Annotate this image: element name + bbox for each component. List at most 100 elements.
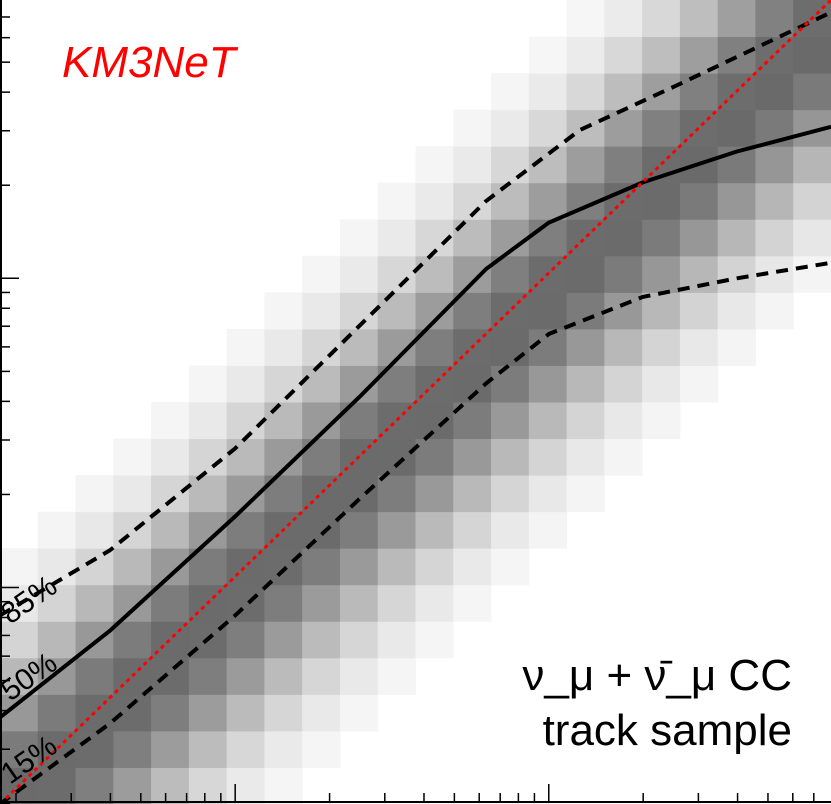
heatmap-cell xyxy=(75,767,114,804)
heatmap-cell xyxy=(339,255,379,293)
heatmap-cell xyxy=(377,292,416,330)
heatmap-cell xyxy=(717,328,756,366)
series-line-50-percent xyxy=(0,124,831,719)
heatmap-cell xyxy=(264,548,303,586)
heatmap-cell xyxy=(226,694,265,732)
heatmap-cell xyxy=(604,109,643,147)
heatmap-cell xyxy=(491,511,530,549)
heatmap-cell xyxy=(566,255,605,293)
heatmap-cell xyxy=(151,730,190,768)
heatmap-cell xyxy=(264,657,303,695)
heatmap-cell xyxy=(226,365,265,403)
heatmap-cell xyxy=(755,219,794,257)
heatmap-cell xyxy=(679,219,719,257)
heatmap-cell xyxy=(264,621,303,659)
heatmap-cell xyxy=(566,402,605,440)
heatmap-cell xyxy=(188,402,228,440)
heatmap-cell xyxy=(377,182,416,220)
heatmap-cell xyxy=(717,255,756,293)
heatmap-cell xyxy=(75,548,114,586)
heatmap-cell xyxy=(377,475,416,513)
heatmap-cell xyxy=(642,219,681,257)
heatmap-cell xyxy=(528,292,568,330)
heatmap-cell xyxy=(717,0,756,38)
heatmap-cell xyxy=(453,146,492,184)
heatmap-cell xyxy=(264,365,303,403)
heatmap-cell xyxy=(151,657,190,695)
heatmap-cell xyxy=(0,621,39,659)
heatmap-cell xyxy=(755,73,794,111)
heatmap-cell xyxy=(528,73,568,111)
heatmap-cell xyxy=(302,694,341,732)
sample-label-line1: ν_μ + ν̄_μ CC xyxy=(522,651,792,700)
heatmap-cell xyxy=(415,475,454,513)
heatmap-cell xyxy=(642,328,681,366)
heatmap-cell xyxy=(188,730,228,768)
heatmap-cell xyxy=(528,438,568,476)
heatmap-cell xyxy=(679,365,719,403)
heatmap-cell xyxy=(226,730,265,768)
heatmap-cell xyxy=(113,621,152,659)
heatmap-cell xyxy=(453,255,492,293)
heatmap-cell xyxy=(151,475,190,513)
heatmap-cell xyxy=(377,584,416,622)
heatmap-cell xyxy=(604,438,643,476)
heatmap-cell xyxy=(642,109,681,147)
heatmap-cell xyxy=(37,621,77,659)
heatmap-cell xyxy=(642,365,681,403)
heatmap-cell xyxy=(528,475,568,513)
heatmap-cell xyxy=(188,694,228,732)
heatmap-cell xyxy=(37,511,77,549)
heatmap-cell xyxy=(226,402,265,440)
heatmap-cell xyxy=(302,584,341,622)
heatmap-cell xyxy=(75,657,114,695)
heatmap-cell xyxy=(302,657,341,695)
heatmap-cell xyxy=(0,548,39,586)
heatmap-cell xyxy=(377,657,416,695)
heatmap-cell xyxy=(604,328,643,366)
heatmap-cell xyxy=(491,438,530,476)
heatmap-cell xyxy=(491,182,530,220)
heatmap-cell xyxy=(302,328,341,366)
heatmap-cell xyxy=(491,109,530,147)
heatmap-cell xyxy=(0,657,39,695)
heatmap-cell xyxy=(566,0,605,38)
heatmap-cell xyxy=(793,36,831,74)
heatmap-cell xyxy=(717,292,756,330)
heatmap-cell xyxy=(566,36,605,74)
heatmap-cell xyxy=(113,511,152,549)
heatmap-cell xyxy=(264,694,303,732)
heatmap-cell xyxy=(113,694,152,732)
heatmap-cell xyxy=(453,548,492,586)
heatmap-cell xyxy=(339,475,379,513)
heatmap-cell xyxy=(151,511,190,549)
heatmap-cell xyxy=(793,255,831,293)
heatmap-cell xyxy=(151,584,190,622)
axis-ticks xyxy=(1,16,815,804)
heatmap-cell xyxy=(415,292,454,330)
heatmap-cell xyxy=(642,255,681,293)
heatmap-cell xyxy=(151,438,190,476)
heatmap-cell xyxy=(188,657,228,695)
heatmap-cell xyxy=(37,694,77,732)
heatmap-cell xyxy=(679,0,719,38)
heatmap-cell xyxy=(453,584,492,622)
heatmap-cell xyxy=(75,584,114,622)
heatmap-cell xyxy=(679,328,719,366)
heatmap-cell xyxy=(113,730,152,768)
heatmap-cell xyxy=(415,438,454,476)
heatmap-cell xyxy=(415,182,454,220)
heatmap-cell xyxy=(415,146,454,184)
heatmap-cell xyxy=(151,694,190,732)
heatmap-cell xyxy=(302,255,341,293)
heatmap-cell xyxy=(755,182,794,220)
heatmap-cell xyxy=(642,292,681,330)
heatmap-cell xyxy=(113,438,152,476)
heatmap-cell xyxy=(113,767,152,804)
heatmap-cell xyxy=(793,146,831,184)
heatmap-cell xyxy=(679,73,719,111)
heatmap-cell xyxy=(377,255,416,293)
heatmap-cell xyxy=(37,548,77,586)
